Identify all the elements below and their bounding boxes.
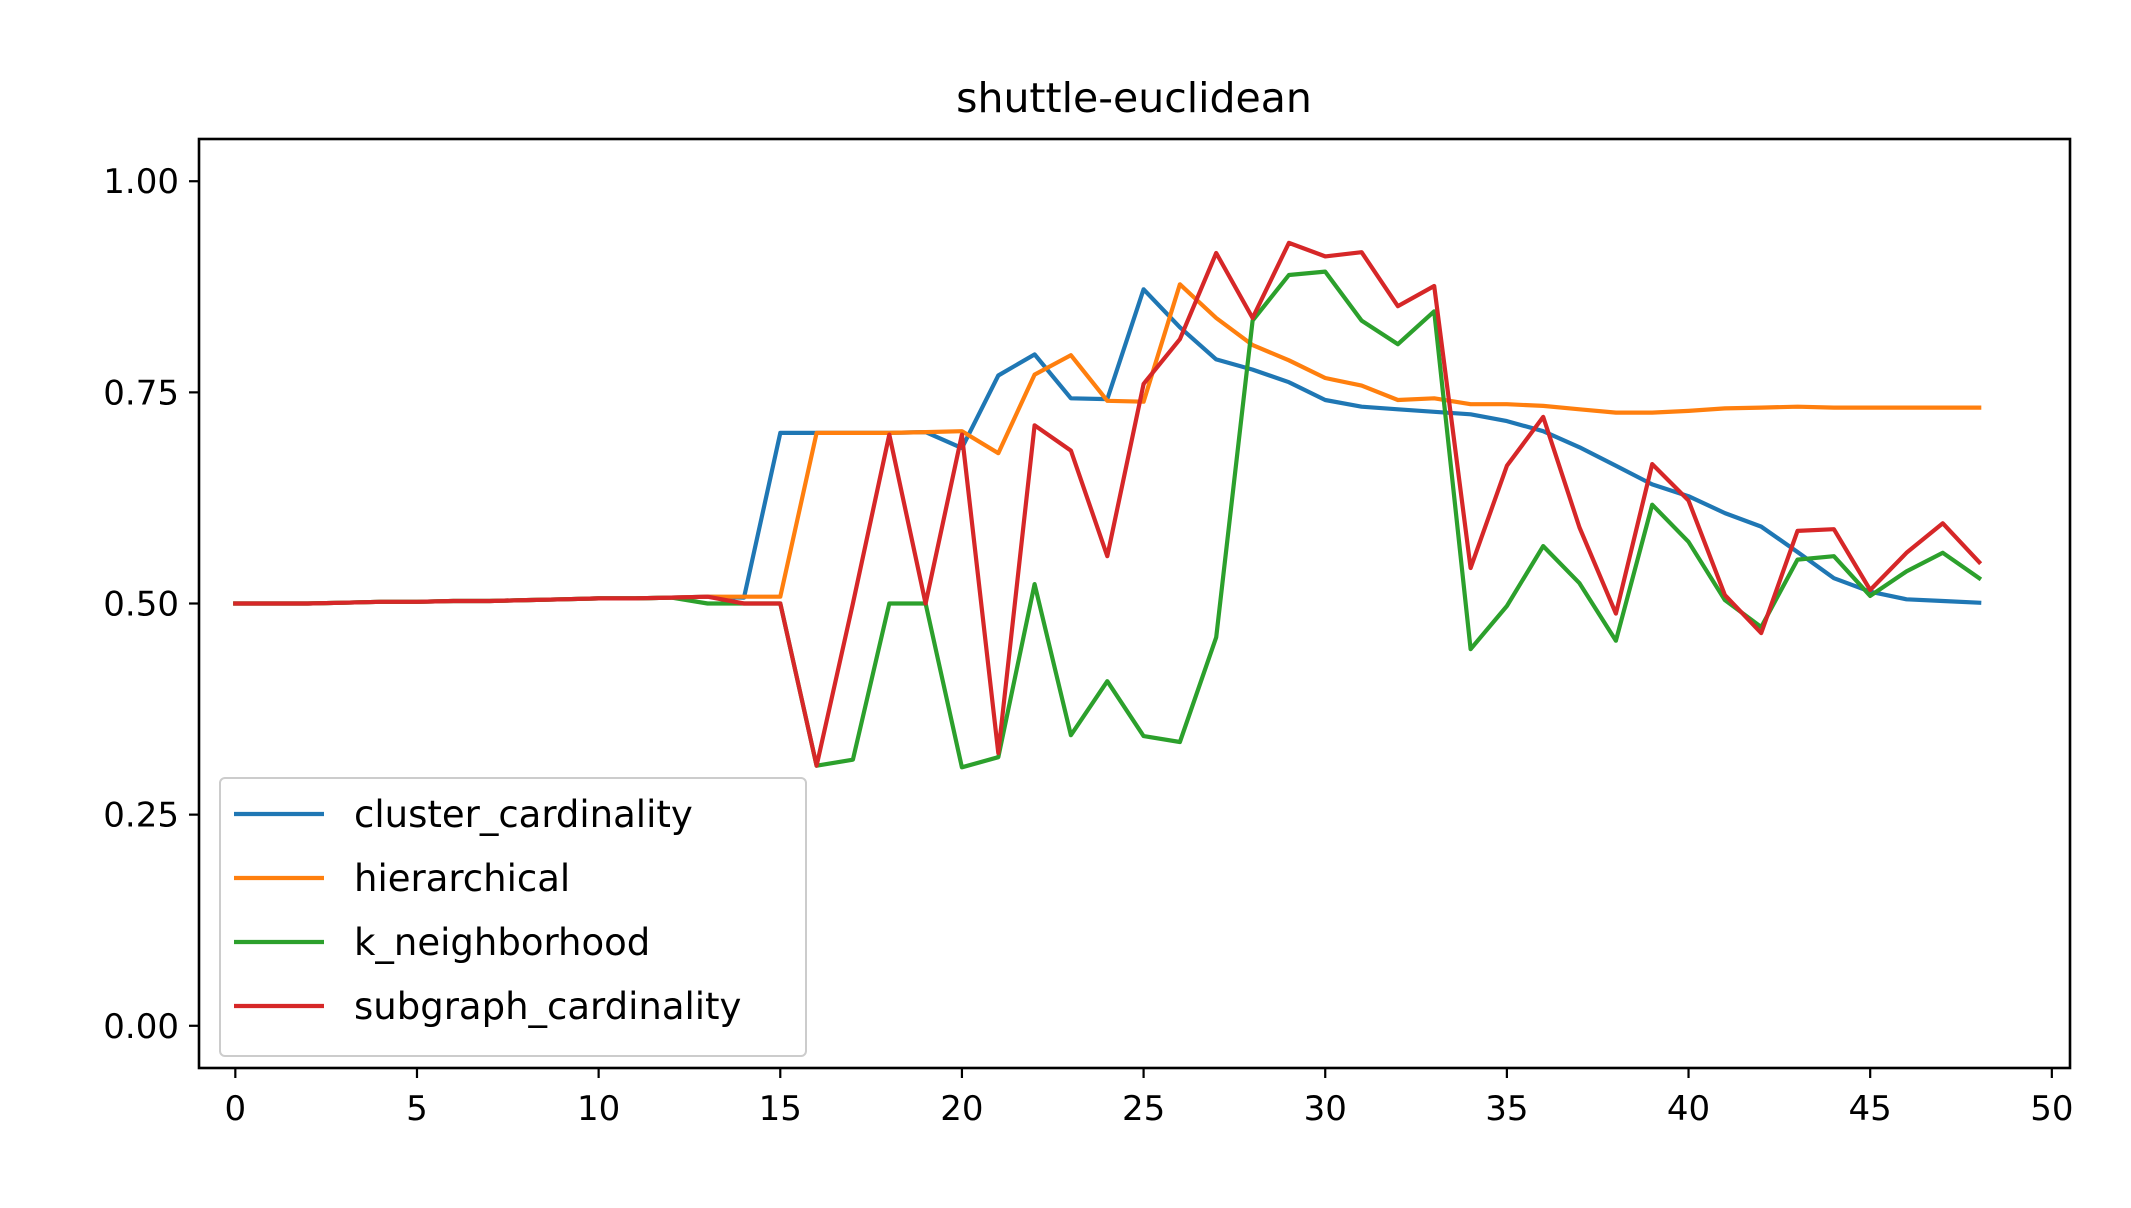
legend-label-k-neighborhood: k_neighborhood (354, 921, 650, 964)
series-line-subgraph-cardinality (233, 240, 1983, 768)
legend-label-cluster-cardinality: cluster_cardinality (354, 793, 693, 836)
x-tick-label: 5 (406, 1089, 428, 1129)
y-tick-label: 0.75 (103, 373, 179, 413)
chart-title: shuttle-euclidean (956, 74, 1312, 122)
x-tick-label: 40 (1667, 1089, 1710, 1129)
series-layer (233, 240, 1983, 770)
x-tick-label: 0 (225, 1089, 247, 1129)
x-tick-label: 20 (940, 1089, 983, 1129)
legend-label-subgraph-cardinality: subgraph_cardinality (354, 985, 741, 1028)
y-tick-label: 1.00 (103, 162, 179, 202)
x-tick-label: 35 (1485, 1089, 1528, 1129)
x-tick-label: 30 (1304, 1089, 1347, 1129)
x-tick-label: 45 (1849, 1089, 1892, 1129)
x-axis: 0 5 10 15 20 25 30 35 40 45 50 (225, 1068, 2073, 1129)
x-tick-label: 10 (577, 1089, 620, 1129)
y-tick-label: 0.00 (103, 1007, 179, 1047)
y-tick-label: 0.50 (103, 585, 179, 625)
y-tick-label: 0.25 (103, 796, 179, 836)
legend-frame (219, 777, 807, 1057)
x-tick-label: 15 (759, 1089, 802, 1129)
x-tick-label: 25 (1122, 1089, 1165, 1129)
legend-label-hierarchical: hierarchical (354, 857, 570, 900)
x-tick-label: 50 (2030, 1089, 2073, 1129)
y-axis: 0.00 0.25 0.50 0.75 1.00 (103, 162, 199, 1047)
legend: cluster_cardinality hierarchical k_neighbo… (219, 777, 807, 1057)
